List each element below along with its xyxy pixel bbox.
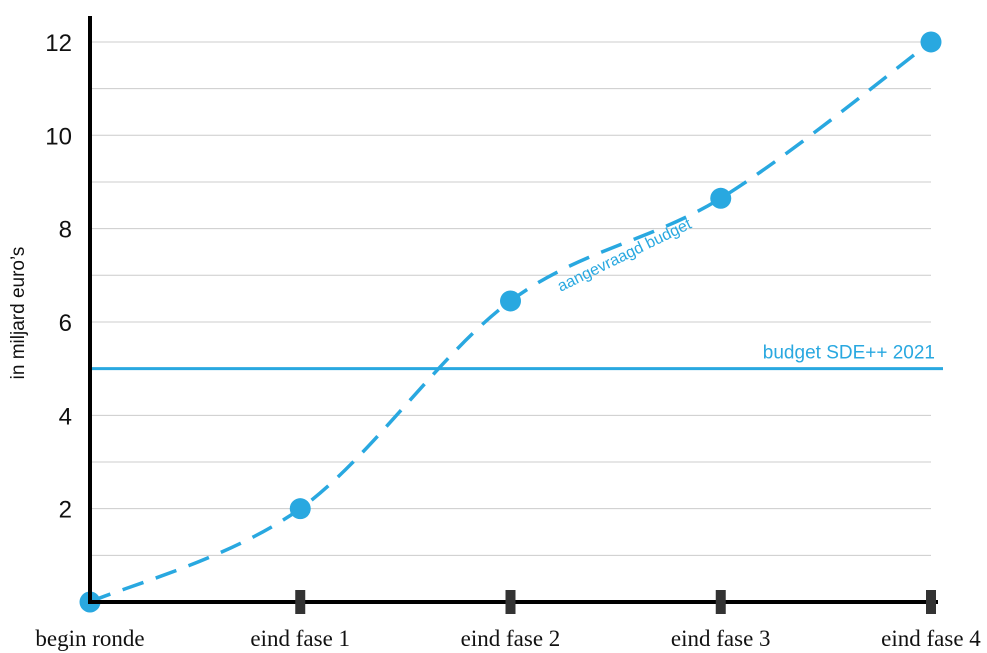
x-tick-mark bbox=[926, 590, 936, 614]
reference-line-group: budget SDE++ 2021 bbox=[90, 343, 943, 371]
x-tick-label: eind fase 1 bbox=[250, 626, 350, 651]
y-tick-label: 2 bbox=[59, 497, 72, 524]
x-tick-mark bbox=[715, 590, 726, 614]
y-tick-labels: 2 4 6 8 10 12 bbox=[45, 30, 72, 524]
x-tick-label: eind fase 4 bbox=[881, 626, 981, 651]
data-point bbox=[710, 187, 732, 209]
reference-line-label: budget SDE++ 2021 bbox=[763, 343, 935, 364]
x-tick-label: eind fase 2 bbox=[461, 626, 561, 651]
data-point bbox=[920, 31, 942, 53]
y-tick-label: 8 bbox=[59, 217, 72, 244]
axes bbox=[88, 16, 938, 614]
y-tick-label: 10 bbox=[45, 123, 72, 150]
series-label: aangevraagd budget bbox=[555, 216, 695, 296]
y-tick-label: 12 bbox=[45, 30, 72, 57]
x-tick-mark bbox=[295, 590, 306, 614]
x-tick-label: begin ronde bbox=[35, 626, 144, 651]
data-point bbox=[289, 498, 311, 520]
x-tick-labels: begin ronde eind fase 1 eind fase 2 eind fa… bbox=[35, 626, 981, 651]
x-tick-label: eind fase 3 bbox=[671, 626, 771, 651]
y-axis-label: in miljard euro’s bbox=[8, 247, 29, 380]
y-tick-label: 6 bbox=[59, 310, 72, 337]
y-tick-label: 4 bbox=[59, 403, 72, 430]
x-tick-mark bbox=[505, 590, 516, 614]
data-point bbox=[500, 290, 521, 312]
